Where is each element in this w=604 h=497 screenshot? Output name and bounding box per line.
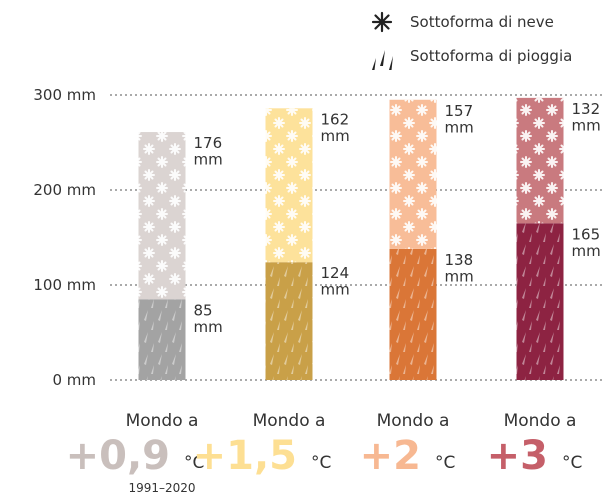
pattern-overlay	[516, 223, 564, 380]
category-unit: °C	[562, 453, 582, 473]
note: 1991–2020	[128, 481, 195, 495]
legend-label: Sottoforma di neve	[410, 13, 554, 31]
value-label: 162 mm	[321, 110, 350, 145]
value-label: 165 mm	[572, 225, 601, 260]
rain-icon	[372, 50, 393, 70]
pattern-overlay	[389, 99, 437, 249]
category-unit: °C	[435, 453, 455, 473]
y-tick-label: 300 mm	[33, 86, 96, 104]
value-label: 132 mm	[572, 100, 601, 135]
pattern-overlay	[138, 132, 186, 300]
category-prefix: Mondo a	[377, 411, 450, 431]
category-unit: °C	[184, 453, 204, 473]
pattern-overlay	[138, 299, 186, 380]
category-prefix: Mondo a	[253, 411, 326, 431]
category-label: +0,9	[66, 433, 170, 479]
value-label: 157 mm	[445, 102, 474, 137]
y-tick-label: 200 mm	[33, 181, 96, 199]
pattern-overlay	[516, 97, 564, 224]
pattern-overlay	[265, 108, 313, 263]
category-unit: °C	[311, 453, 331, 473]
y-tick-label: 0 mm	[52, 371, 96, 389]
pattern-overlay	[389, 248, 437, 380]
value-label: 138 mm	[445, 251, 474, 286]
y-tick-label: 100 mm	[33, 276, 96, 294]
legend-label: Sottoforma di pioggia	[410, 47, 572, 65]
category-label: +3	[487, 433, 548, 479]
legend: Sottoforma di neve Sottoforma di pioggia	[371, 11, 572, 70]
value-label: 124 mm	[321, 264, 350, 299]
category-label: +1,5	[193, 433, 297, 479]
category-prefix: Mondo a	[126, 411, 199, 431]
category-label: +2	[360, 433, 421, 479]
snow-icon	[371, 11, 393, 33]
pattern-overlay	[265, 262, 313, 380]
value-label: 85 mm	[194, 301, 223, 336]
value-label: 176 mm	[194, 134, 223, 169]
category-prefix: Mondo a	[504, 411, 577, 431]
